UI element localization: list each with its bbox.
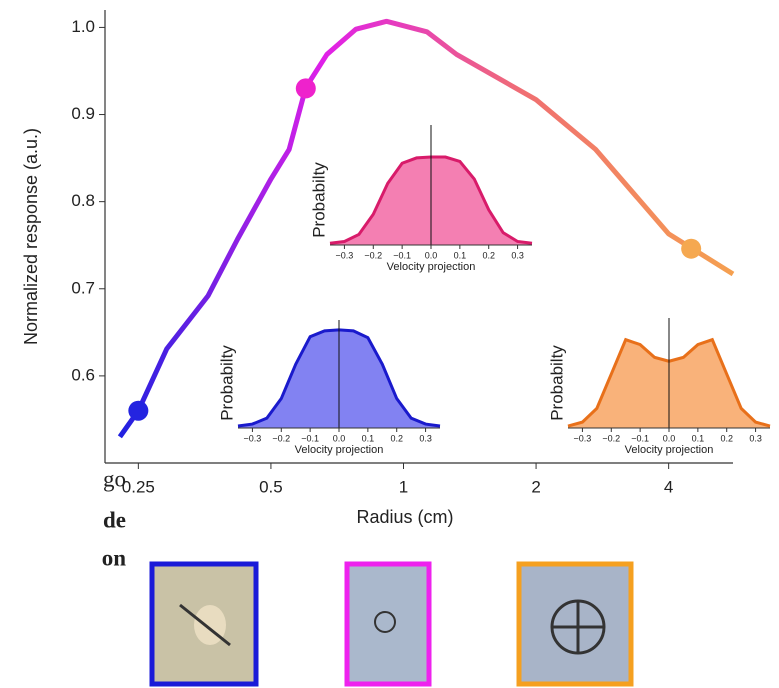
photo-fly xyxy=(150,562,258,686)
x-axis-label: Velocity projection xyxy=(625,444,714,456)
x-tick-label: 1 xyxy=(399,477,408,496)
x-tick-label: 0.2 xyxy=(482,250,495,260)
x-tick-label: 0.25 xyxy=(122,477,155,496)
x-tick-label: 0.3 xyxy=(511,250,524,260)
side-text: de xyxy=(103,507,126,532)
x-tick-label: 0.0 xyxy=(333,433,346,443)
x-tick-label: 0.1 xyxy=(692,433,705,443)
x-tick-label: 0.1 xyxy=(454,250,467,260)
y-axis-label: Probabilty xyxy=(309,162,328,238)
x-tick-label: −0.2 xyxy=(364,250,382,260)
y-axis-label: Normalized response (a.u.) xyxy=(21,128,41,345)
highlight-point xyxy=(296,78,316,98)
x-tick-label: 0.0 xyxy=(663,433,676,443)
photo-large-target xyxy=(517,562,633,686)
y-tick-label: 1.0 xyxy=(71,17,95,36)
y-tick-label: 0.9 xyxy=(71,104,95,123)
x-tick-label: 0.2 xyxy=(720,433,733,443)
x-tick-label: −0.3 xyxy=(336,250,354,260)
photo-small-target xyxy=(345,562,431,686)
x-tick-label: −0.1 xyxy=(301,433,319,443)
x-tick-label: 0.0 xyxy=(425,250,438,260)
x-tick-label: 4 xyxy=(664,477,673,496)
x-tick-label: 0.2 xyxy=(390,433,403,443)
y-tick-label: 0.7 xyxy=(71,278,95,297)
x-axis-label: Velocity projection xyxy=(295,444,384,456)
x-tick-label: −0.1 xyxy=(631,433,649,443)
y-axis-label: Probabilty xyxy=(547,345,566,421)
x-tick-label: 0.3 xyxy=(749,433,762,443)
x-axis-label: Velocity projection xyxy=(387,261,476,273)
y-axis-label: Probabilty xyxy=(217,345,236,421)
highlight-point xyxy=(681,239,701,259)
x-tick-label: 0.1 xyxy=(362,433,375,443)
x-tick-label: 2 xyxy=(531,477,540,496)
y-tick-label: 0.8 xyxy=(71,191,95,210)
y-tick-label: 0.6 xyxy=(71,365,95,384)
x-tick-label: −0.3 xyxy=(244,433,262,443)
figure: go de on 0.60.70.80.91.00.250.5124Radius… xyxy=(0,0,779,688)
side-text: on xyxy=(102,545,127,570)
x-tick-label: −0.2 xyxy=(272,433,290,443)
x-tick-label: −0.1 xyxy=(393,250,411,260)
highlight-point xyxy=(128,401,148,421)
x-tick-label: −0.3 xyxy=(574,433,592,443)
x-axis-label: Radius (cm) xyxy=(356,507,453,527)
x-tick-label: 0.3 xyxy=(419,433,432,443)
x-tick-label: 0.5 xyxy=(259,477,283,496)
x-tick-label: −0.2 xyxy=(602,433,620,443)
